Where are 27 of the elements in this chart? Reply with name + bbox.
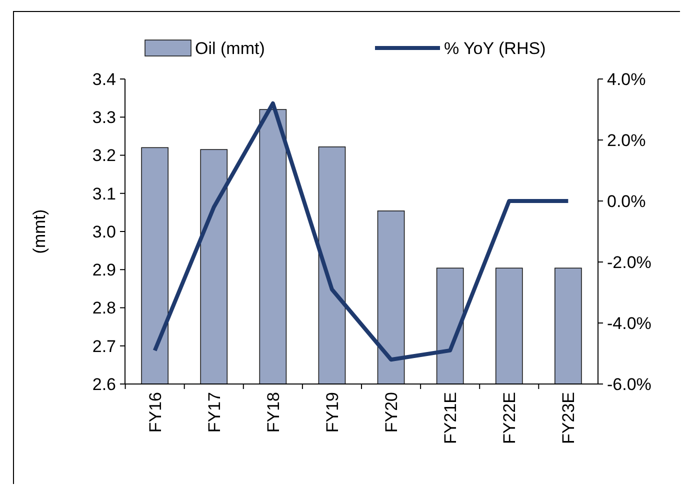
x-tick-label: FY23E (559, 392, 578, 444)
y-tick-label: 3.1 (92, 184, 116, 204)
y-tick-label: 3.2 (92, 146, 116, 166)
y2-tick-label: 0.0% (607, 192, 646, 211)
x-tick-label: FY20 (382, 392, 401, 433)
y-tick-label: 3.4 (92, 70, 116, 89)
x-tick-label: FY19 (322, 392, 342, 433)
y2-tick-label: -6.0% (607, 374, 652, 394)
y-tick-label: 3.3 (92, 108, 116, 128)
line-series (152, 101, 570, 362)
y-tick-label: 2.6 (92, 374, 116, 394)
x-tick-label: FY16 (146, 392, 165, 433)
y-axis-title: (mmt) (30, 209, 49, 254)
y2-tick-label: -2.0% (607, 252, 652, 272)
y-tick-label: 2.8 (92, 298, 116, 318)
x-tick-label: FY21E (441, 392, 460, 444)
y2-tick-label: 2.0% (607, 130, 646, 150)
y-tick-label: 3.0 (92, 222, 116, 242)
y2-tick-label: -4.0% (607, 314, 652, 333)
y-tick-label: 2.7 (92, 336, 116, 356)
legend-label: Oil (mmt) (195, 38, 265, 58)
legend-label: % YoY (RHS) (444, 38, 546, 58)
y-tick-label: 2.9 (92, 260, 116, 280)
x-tick-label: FY18 (264, 392, 283, 433)
y2-tick-label: 4.0% (607, 70, 646, 89)
x-tick-label: FY17 (204, 392, 224, 433)
x-tick-label: FY22E (500, 392, 520, 444)
